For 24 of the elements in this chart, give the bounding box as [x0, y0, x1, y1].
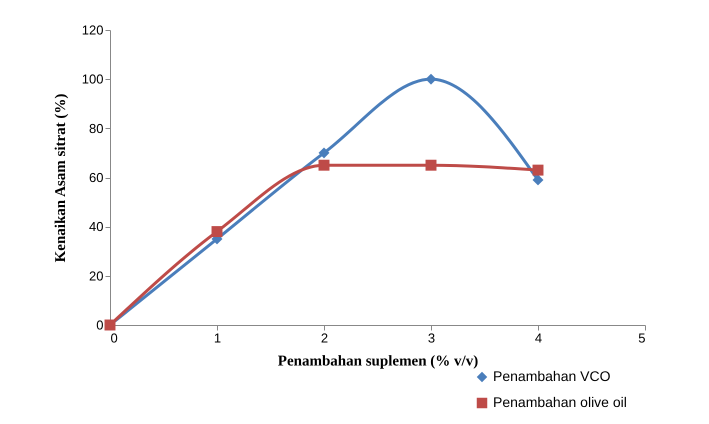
x-tick-label: 2: [320, 330, 328, 346]
y-tick-label: 80: [89, 120, 104, 136]
point: [532, 164, 544, 176]
point: [318, 147, 330, 158]
y-tick-label: 0: [96, 318, 104, 332]
point: [318, 160, 330, 171]
y-tick-label: 100: [82, 72, 104, 87]
legend-label: Penambahan olive oil: [493, 394, 627, 410]
x-tick-label: 0: [110, 330, 118, 346]
x-tick-label: 5: [638, 330, 646, 346]
y-tick-label: 120: [82, 22, 104, 38]
point: [212, 226, 222, 238]
legend-label: Penambahan VCO: [493, 368, 611, 384]
x-tick-label: 3: [428, 330, 436, 346]
point: [426, 160, 436, 171]
y-tick-label: 60: [89, 170, 104, 185]
x-axis-title: Penambahan suplemen (% v/v): [278, 354, 478, 370]
y-axis-title: Kenaikan Asam sitrat (%): [52, 94, 69, 262]
y-tick-label: 40: [89, 219, 104, 234]
point: [532, 174, 544, 186]
x-tick-label: 1: [214, 330, 222, 346]
x-tick-label: 4: [534, 330, 542, 346]
point: [426, 74, 436, 85]
y-tick-label: 20: [89, 268, 104, 284]
